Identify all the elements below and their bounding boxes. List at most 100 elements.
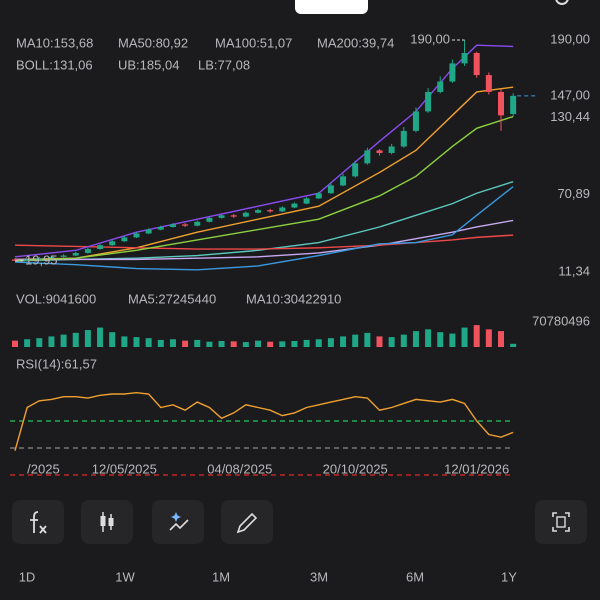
tool-row [12, 500, 587, 544]
timeframe-tab[interactable]: 3M [310, 569, 328, 584]
candle-icon-body [100, 516, 106, 526]
candle-body [218, 215, 225, 218]
y-tick-label: 130,44 [550, 109, 590, 124]
sparkle-icon [171, 512, 181, 522]
volume-bar [291, 340, 298, 347]
fullscreen-button[interactable] [535, 500, 587, 544]
volume-bar [461, 327, 468, 347]
legend-label: MA100:51,07 [215, 35, 292, 50]
candle-body [36, 258, 43, 260]
candle-body [60, 255, 67, 257]
candle-body [242, 212, 249, 217]
candle-body [255, 210, 261, 213]
candle-body [437, 81, 444, 92]
y-tick-label: 70780496 [532, 313, 590, 328]
candle-body [303, 198, 310, 204]
volume-legend: MA5:27245440 [128, 291, 216, 306]
x-tick-label: 12/05/2025 [92, 461, 157, 476]
volume-bar [24, 339, 31, 347]
max-label: 190,00 [410, 31, 450, 46]
candle-body [400, 130, 407, 147]
settings-icon[interactable] [555, 0, 569, 5]
timeframe-tab[interactable]: 1M [212, 569, 230, 584]
candle-body [498, 91, 504, 116]
volume-bar [109, 332, 116, 347]
x-tick-label: /2025 [27, 461, 60, 476]
volume-bar [473, 325, 480, 347]
chart-type-button[interactable] [81, 500, 133, 544]
candle-body [267, 210, 274, 212]
volume-bar [412, 331, 419, 347]
volume-bar [169, 339, 176, 347]
legend-label: LB:77,08 [198, 57, 250, 72]
candle-body [485, 75, 492, 92]
volume-bar [218, 340, 225, 347]
legend-label: BOLL:131,06 [16, 57, 93, 72]
timeframe-tab[interactable]: 1Y [501, 569, 517, 584]
candle-body [230, 215, 237, 217]
legend-label: MA10:153,68 [16, 35, 93, 50]
volume-bar [60, 334, 67, 347]
candle-body [291, 203, 298, 208]
fullscreen-icon-inner [556, 516, 566, 528]
volume-bar [121, 336, 128, 347]
y-tick-label: 190,00 [550, 31, 590, 46]
fullscreen-icon [552, 512, 570, 532]
volume-bar [449, 333, 456, 347]
volume-bar [194, 339, 201, 347]
pencil-icon [236, 512, 258, 534]
candle-body [157, 226, 164, 230]
volume-bar [485, 329, 492, 347]
legend-label: UB:185,04 [118, 57, 179, 72]
volume-bar [48, 336, 55, 347]
timeframe-tab[interactable]: 1W [115, 569, 135, 584]
draw-button[interactable] [221, 500, 273, 544]
candle-body [425, 91, 432, 112]
candle-body [376, 150, 383, 153]
volume-bar [315, 339, 322, 347]
ai-button[interactable] [152, 500, 204, 544]
candle-body [24, 259, 31, 261]
candle-body [182, 224, 189, 226]
volume-bar [36, 338, 43, 347]
volume-bar [12, 340, 18, 347]
ai-icon [169, 519, 189, 531]
volume-legend: MA10:30422910 [246, 291, 341, 306]
volume-bar [425, 329, 432, 347]
volume-bar [97, 327, 104, 347]
candle-body [97, 245, 104, 250]
volume-bar [72, 332, 79, 347]
legend-label: MA50:80,92 [118, 35, 188, 50]
indicator-button[interactable] [12, 500, 64, 544]
candle-body [12, 259, 18, 261]
candle-body [352, 163, 359, 177]
candle-body [340, 176, 347, 186]
rsi-title: RSI(14):61,57 [16, 356, 97, 371]
candle-body [388, 146, 395, 153]
candle-body [48, 256, 55, 259]
candle-body [315, 193, 322, 199]
volume-bar [376, 336, 383, 347]
y-tick-label: 11,34 [558, 263, 590, 278]
candle-icon-body [108, 518, 114, 526]
candle-body [461, 52, 468, 64]
candle-body [72, 252, 79, 256]
candle-body [206, 217, 213, 222]
volume-bar [510, 343, 517, 347]
volume-bar [267, 341, 274, 347]
candle-body [109, 241, 116, 246]
volume-bar [437, 332, 444, 347]
volume-bar [242, 342, 249, 347]
timeframe-tab[interactable]: 6M [406, 569, 424, 584]
x-tick-label: 04/08/2025 [207, 461, 272, 476]
volume-bar [388, 337, 395, 347]
candle-body [169, 224, 176, 227]
volume-bar [145, 338, 152, 347]
volume-bar [498, 331, 504, 347]
selected-tab[interactable] [295, 0, 368, 14]
candle-body [412, 111, 419, 131]
candle-body [473, 52, 480, 76]
timeframe-tab[interactable]: 1D [19, 569, 36, 584]
